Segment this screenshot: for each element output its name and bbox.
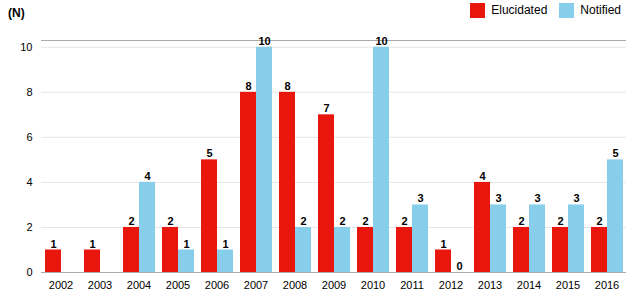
html-text:Notified: Notified (580, 3, 621, 17)
svg-text:10: 10 (375, 35, 387, 47)
svg-text:3: 3 (495, 192, 501, 204)
svg-text:1: 1 (89, 237, 95, 249)
svg-text:8: 8 (245, 80, 251, 92)
svg-text:2014: 2014 (517, 279, 541, 291)
svg-text:2: 2 (167, 215, 173, 227)
svg-text:2: 2 (596, 215, 602, 227)
svg-text:2005: 2005 (166, 279, 190, 291)
svg-text:0: 0 (456, 260, 462, 272)
svg-text:2: 2 (518, 215, 524, 227)
svg-text:2010: 2010 (361, 279, 385, 291)
svg-text:2: 2 (128, 215, 134, 227)
svg-text:6: 6 (26, 131, 32, 143)
html-text:Elucidated: Elucidated (491, 3, 548, 17)
svg-text:2: 2 (300, 215, 306, 227)
svg-text:8: 8 (284, 80, 290, 92)
svg-text:2009: 2009 (322, 279, 346, 291)
svg-text:4: 4 (144, 170, 151, 182)
svg-text:4: 4 (479, 170, 486, 182)
svg-text:2011: 2011 (400, 279, 424, 291)
svg-text:2004: 2004 (127, 279, 151, 291)
svg-text:2016: 2016 (595, 279, 619, 291)
svg-text:0: 0 (26, 266, 32, 278)
svg-text:3: 3 (534, 192, 540, 204)
svg-text:3: 3 (417, 192, 423, 204)
svg-text:2002: 2002 (49, 279, 73, 291)
svg-text:10: 10 (258, 35, 270, 47)
svg-text:2: 2 (339, 215, 345, 227)
svg-text:1: 1 (440, 237, 446, 249)
svg-text:1: 1 (50, 237, 56, 249)
svg-text:10: 10 (20, 41, 32, 53)
svg-text:5: 5 (612, 147, 618, 159)
svg-text:2003: 2003 (88, 279, 112, 291)
svg-text:2: 2 (362, 215, 368, 227)
svg-text:2015: 2015 (556, 279, 580, 291)
svg-text:2007: 2007 (244, 279, 268, 291)
svg-text:3: 3 (573, 192, 579, 204)
svg-text:4: 4 (26, 176, 32, 188)
svg-text:2012: 2012 (439, 279, 463, 291)
svg-text:2006: 2006 (205, 279, 229, 291)
svg-text:2008: 2008 (283, 279, 307, 291)
svg-text:7: 7 (323, 102, 329, 114)
svg-text:1: 1 (183, 237, 189, 249)
svg-text:2: 2 (26, 221, 32, 233)
svg-text:2013: 2013 (478, 279, 502, 291)
svg-text:8: 8 (26, 86, 32, 98)
html-text:(N): (N) (8, 6, 25, 20)
svg-text:2: 2 (401, 215, 407, 227)
svg-text:5: 5 (206, 147, 212, 159)
svg-text:2: 2 (557, 215, 563, 227)
svg-text:1: 1 (222, 237, 228, 249)
